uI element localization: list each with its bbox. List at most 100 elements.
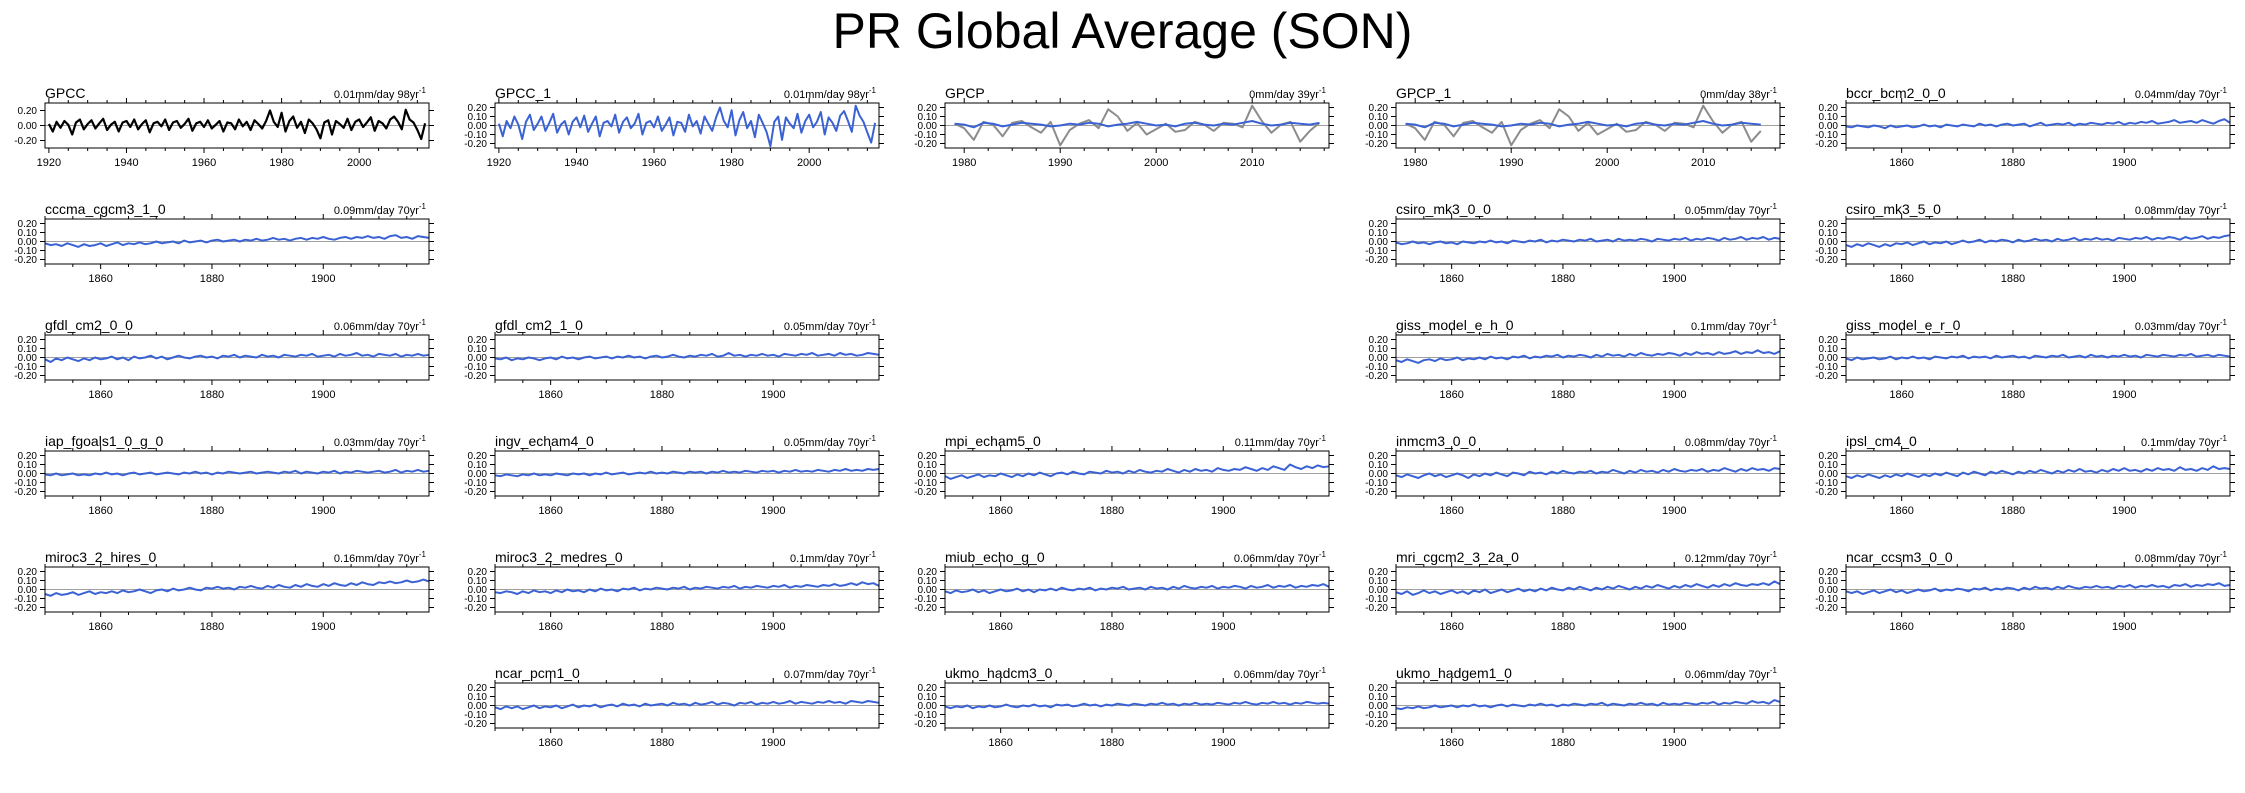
x-tick-label: 1900 — [1662, 505, 1686, 517]
series-line — [494, 352, 880, 362]
trend-label: 0.08mm/day 70yr-1 — [1685, 434, 1778, 449]
y-tick-label: -0.20 — [14, 136, 37, 147]
x-tick-label: 1900 — [2112, 505, 2136, 517]
series-line — [44, 352, 430, 363]
y-tick-label: -0.10 — [1815, 246, 1838, 257]
y-tick-label: 0.20 — [1369, 451, 1389, 462]
y-tick-label: 0.00 — [1369, 237, 1389, 248]
page-title: PR Global Average (SON) — [832, 3, 1413, 59]
x-tick-label: 1860 — [538, 505, 562, 517]
y-tick-label: -0.20 — [14, 255, 37, 266]
y-tick-label: -0.10 — [14, 594, 37, 605]
panel-title: giss_model_e_r_0 — [1846, 317, 1961, 333]
y-tick-label: -0.10 — [1815, 130, 1838, 141]
y-tick-label: -0.10 — [1365, 478, 1388, 489]
y-tick-label: -0.20 — [1365, 719, 1388, 730]
x-tick-label: 1860 — [988, 737, 1012, 749]
y-tick-label: -0.10 — [1365, 130, 1388, 141]
y-tick-label: 0.10 — [1819, 576, 1839, 587]
trend-label: 0.05mm/day 70yr-1 — [784, 434, 877, 449]
chart-panel: giss_model_e_r_0 0.03mm/day 70yr-1 -0.20-0… — [1815, 317, 2235, 401]
x-tick-label: 1860 — [88, 621, 112, 633]
y-tick-label: 0.00 — [18, 469, 38, 480]
x-tick-label: 1880 — [2001, 505, 2025, 517]
chart-panel: ncar_ccsm3_0_0 0.08mm/day 70yr-1 -0.20-0.1… — [1815, 549, 2235, 633]
panel-title: giss_model_e_h_0 — [1396, 317, 1514, 333]
y-tick-label: -0.20 — [464, 139, 487, 150]
y-tick-label: 0.20 — [918, 567, 938, 578]
y-tick-label: -0.20 — [14, 487, 37, 498]
x-tick-label: 1900 — [1662, 737, 1686, 749]
y-tick-label: 0.10 — [468, 344, 488, 355]
y-tick-label: 0.20 — [18, 219, 38, 230]
panel-title: ingv_echam4_0 — [495, 433, 594, 449]
y-tick-label: 0.10 — [1819, 460, 1839, 471]
x-tick-label: 1860 — [538, 389, 562, 401]
panel-title: ipsl_cm4_0 — [1846, 433, 1917, 449]
x-tick-label: 2000 — [1595, 157, 1619, 169]
y-tick-label: -0.20 — [1365, 487, 1388, 498]
x-tick-label: 1900 — [2112, 621, 2136, 633]
panel-title: miroc3_2_medres_0 — [495, 549, 623, 565]
y-tick-label: 0.00 — [468, 585, 488, 596]
x-tick-label: 1860 — [988, 505, 1012, 517]
y-tick-label: 0.20 — [18, 106, 38, 117]
trend-label: 0.1mm/day 70yr-1 — [1691, 318, 1778, 333]
y-tick-label: 0.00 — [1369, 121, 1389, 132]
x-tick-label: 1900 — [311, 621, 335, 633]
y-tick-label: 0.10 — [468, 692, 488, 703]
series-line — [1395, 236, 1781, 246]
y-tick-label: 0.00 — [918, 121, 938, 132]
y-tick-label: 0.00 — [1369, 353, 1389, 364]
y-tick-label: 0.20 — [918, 103, 938, 114]
y-tick-label: 0.00 — [18, 585, 38, 596]
x-tick-label: 1860 — [1439, 737, 1463, 749]
trend-label: 0.06mm/day 70yr-1 — [334, 318, 427, 333]
x-tick-label: 1860 — [1439, 273, 1463, 285]
trend-label: 0.05mm/day 70yr-1 — [1685, 202, 1778, 217]
y-tick-label: -0.10 — [1365, 710, 1388, 721]
y-tick-label: 0.10 — [18, 460, 38, 471]
y-tick-label: 0.00 — [1819, 469, 1839, 480]
y-tick-label: -0.10 — [464, 362, 487, 373]
trend-label: 0.03mm/day 70yr-1 — [334, 434, 427, 449]
y-tick-label: 0.00 — [468, 121, 488, 132]
y-tick-label: 0.10 — [918, 460, 938, 471]
chart-panel: ipsl_cm4_0 0.1mm/day 70yr-1 -0.20-0.100.00… — [1815, 433, 2235, 517]
y-tick-label: -0.20 — [1365, 371, 1388, 382]
trend-label: 0.08mm/day 70yr-1 — [2135, 550, 2228, 565]
chart-panel: miub_echo_g_0 0.06mm/day 70yr-1 -0.20-0.10… — [914, 549, 1334, 633]
x-tick-label: 1880 — [2001, 389, 2025, 401]
chart-panel: miroc3_2_medres_0 0.1mm/day 70yr-1 -0.20-0… — [464, 549, 884, 633]
y-tick-label: -0.10 — [1815, 362, 1838, 373]
series-line — [1395, 467, 1781, 479]
chart-panel: ncar_pcm1_0 0.07mm/day 70yr-1-0.20-0.100.… — [464, 665, 884, 749]
chart-panel: mpi_echam5_0 0.11mm/day 70yr-1-0.20-0.100… — [914, 433, 1334, 517]
x-tick-label: 1860 — [88, 389, 112, 401]
series-line — [44, 578, 430, 597]
x-tick-label: 1900 — [761, 505, 785, 517]
y-tick-label: 0.10 — [1819, 112, 1839, 123]
series-line — [494, 468, 880, 478]
series-line — [1405, 104, 1762, 147]
y-tick-label: -0.20 — [1365, 255, 1388, 266]
x-tick-label: 1900 — [2112, 389, 2136, 401]
trend-label: 0.1mm/day 70yr-1 — [2141, 434, 2228, 449]
x-tick-label: 1920 — [37, 157, 61, 169]
x-tick-label: 1900 — [761, 621, 785, 633]
y-tick-label: -0.20 — [464, 487, 487, 498]
y-tick-label: 0.10 — [1369, 228, 1389, 239]
y-tick-label: 0.20 — [918, 683, 938, 694]
x-tick-label: 1880 — [1100, 737, 1124, 749]
y-tick-label: 0.10 — [1369, 692, 1389, 703]
trend-label: 0.03mm/day 70yr-1 — [2135, 318, 2228, 333]
y-tick-label: -0.20 — [14, 371, 37, 382]
x-tick-label: 1860 — [1889, 157, 1913, 169]
x-tick-label: 2000 — [797, 157, 821, 169]
series-line — [494, 581, 880, 595]
chart-panel: GPCP_1 0mm/day 38yr-1 -0.20-0.100.000.100.… — [1365, 85, 1785, 169]
y-tick-label: 0.00 — [18, 121, 38, 132]
x-tick-label: 1940 — [114, 157, 138, 169]
chart-panel: ukmo_hadgem1_0 0.06mm/day 70yr-1 -0.20-0.1… — [1365, 665, 1785, 749]
x-tick-label: 1880 — [1551, 389, 1575, 401]
